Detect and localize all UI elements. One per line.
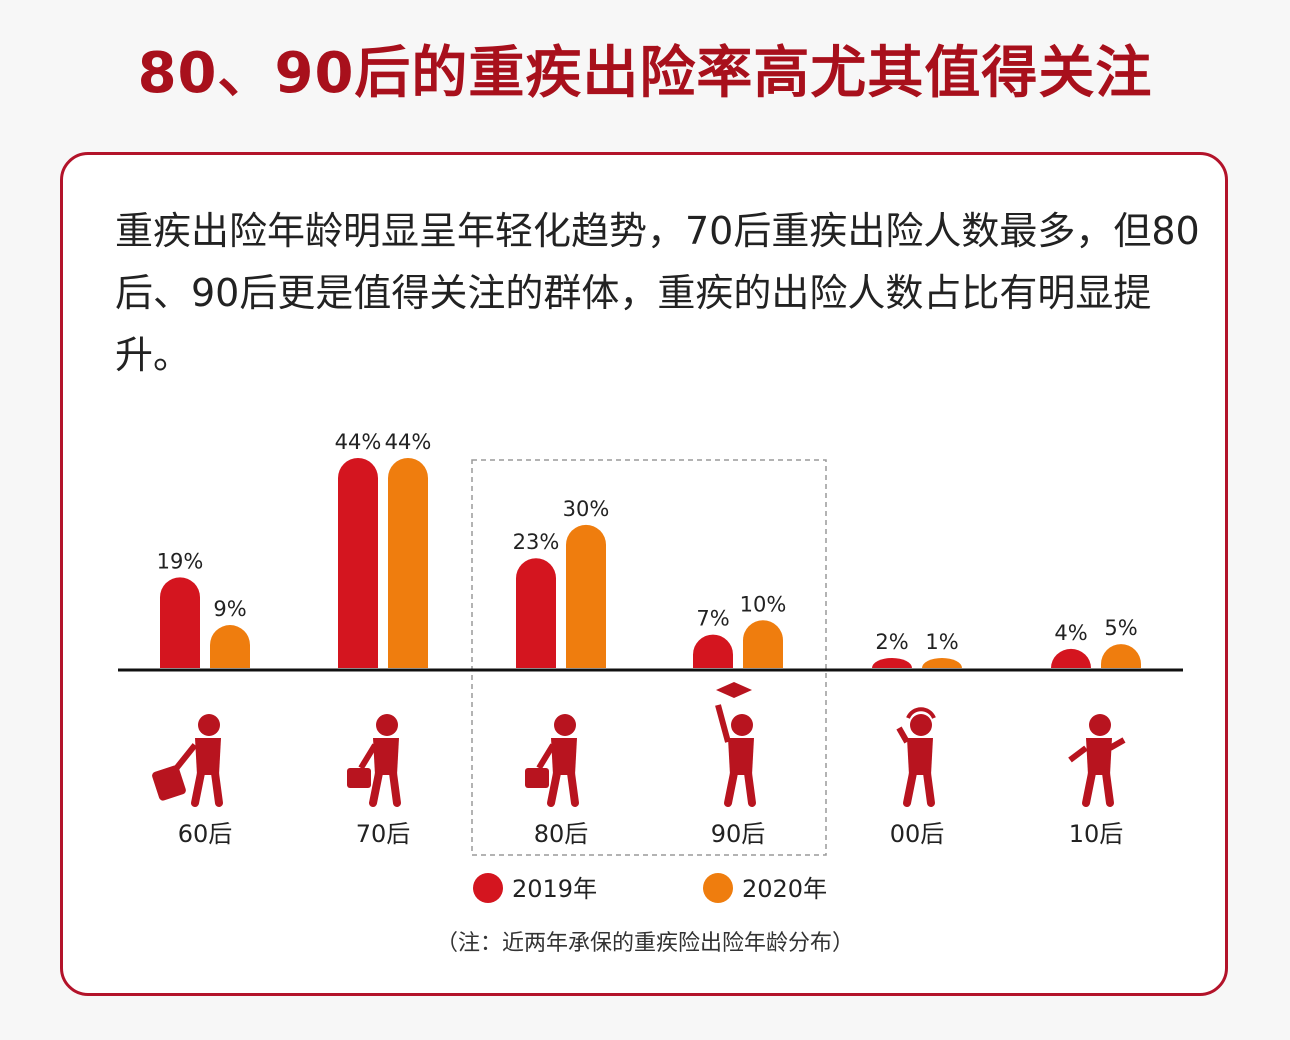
bar-10后-2019年 xyxy=(1051,648,1091,668)
value-label: 5% xyxy=(1104,616,1137,640)
value-label: 19% xyxy=(157,549,204,573)
category-label: 80后 xyxy=(534,820,589,848)
category-label: 90后 xyxy=(711,820,766,848)
walking-with-briefcase-icon xyxy=(347,714,401,807)
running-child-icon xyxy=(1068,714,1126,807)
bar-10后-2020年 xyxy=(1101,644,1141,668)
value-label: 7% xyxy=(696,607,729,631)
legend-swatch xyxy=(703,873,733,903)
category-label: 00后 xyxy=(890,820,945,848)
value-label: 1% xyxy=(925,630,958,654)
bar-60后-2020年 xyxy=(210,625,250,668)
value-label: 10% xyxy=(740,592,787,616)
bar-60后-2019年 xyxy=(160,577,200,668)
child-with-headphones-icon xyxy=(896,707,936,807)
bar-00后-2019年 xyxy=(872,658,912,668)
bar-70后-2019年 xyxy=(338,458,378,668)
value-label: 4% xyxy=(1054,621,1087,645)
value-label: 44% xyxy=(385,430,432,454)
category-label: 60后 xyxy=(178,820,233,848)
legend-swatch xyxy=(473,873,503,903)
legend-item-2020年: 2020年 xyxy=(703,873,827,903)
highlight-box xyxy=(471,459,827,856)
bar-80后-2019年 xyxy=(516,558,556,668)
bar-70后-2020年 xyxy=(388,458,428,668)
traveler-with-suitcase-icon xyxy=(152,714,223,807)
bar-00后-2020年 xyxy=(922,658,962,668)
bars-group: 19% 9% 60后 44% 44% 70后 23%30% 80后 7% 10% 90后 2% 1% 00… xyxy=(157,430,1141,848)
icons-group xyxy=(152,682,1126,807)
value-label: 2% xyxy=(875,630,908,654)
legend-item-2019年: 2019年 xyxy=(473,873,597,903)
value-label: 9% xyxy=(213,597,246,621)
intro-paragraph: 重疾出险年龄明显呈年轻化趋势，70后重疾出险人数最多，但80后、90后更是值得关… xyxy=(115,209,1200,377)
footnote: （注：近两年承保的重疾险出险年龄分布） xyxy=(435,931,854,956)
value-label: 30% xyxy=(563,497,610,521)
value-label: 23% xyxy=(513,530,560,554)
legend-label: 2020年 xyxy=(742,875,827,903)
legend: 2019年 2020年 xyxy=(473,873,827,903)
legend-label: 2019年 xyxy=(512,875,597,903)
bar-90后-2019年 xyxy=(693,634,733,668)
bar-80后-2020年 xyxy=(566,524,606,668)
bar-90后-2020年 xyxy=(743,620,783,668)
value-label: 44% xyxy=(335,430,382,454)
graduate-icon xyxy=(715,682,756,807)
walking-with-briefcase-icon xyxy=(525,714,579,807)
category-label: 10后 xyxy=(1069,820,1124,848)
category-label: 70后 xyxy=(356,820,411,848)
page-title: 80、90后的重疾出险率高尤其值得关注 xyxy=(137,41,1153,106)
